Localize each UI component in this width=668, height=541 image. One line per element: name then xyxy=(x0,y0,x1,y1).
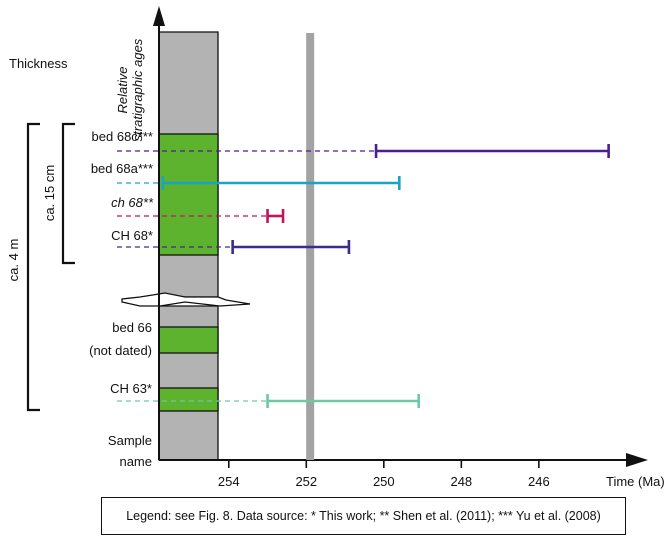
sample-name-header-line2: name xyxy=(119,454,152,469)
sample-name-header-line1: Sample xyxy=(108,433,152,448)
y-axis-arrow xyxy=(153,6,165,26)
x-tick-label-248: 248 xyxy=(450,474,472,489)
undated-label-line1: bed 66 xyxy=(112,320,152,335)
x-tick-label-246: 246 xyxy=(528,474,550,489)
x-ticks: 254 252 250 248 246 xyxy=(218,460,550,489)
sample-label-CH-68: CH 68* xyxy=(111,228,153,243)
sample-label-ch-68: ch 68** xyxy=(111,195,154,210)
legend-box: Legend: see Fig. 8. Data source: * This … xyxy=(101,497,626,535)
relative-ages-label: Relative stratigraphic ages xyxy=(115,38,145,141)
x-tick-label-254: 254 xyxy=(218,474,240,489)
sample-label-bed-68c: bed 68c*** xyxy=(92,129,153,144)
undated-label-line2: (not dated) xyxy=(89,343,152,358)
sample-label-CH-63: CH 63* xyxy=(110,381,152,396)
age-ranges xyxy=(117,144,610,408)
bed-68-green xyxy=(158,133,219,256)
x-axis-arrow xyxy=(626,453,648,467)
section-break xyxy=(121,292,251,307)
x-tick-label-252: 252 xyxy=(295,474,317,489)
sample-label-bed-68a: bed 68a*** xyxy=(91,161,153,176)
bed-66-green xyxy=(158,326,219,354)
thickness-label: Thickness xyxy=(9,56,68,71)
ch-63-green xyxy=(158,387,219,412)
relative-ages-line2: stratigraphic ages xyxy=(130,38,145,141)
scale-bracket-15cm: ca. 15 cm xyxy=(42,122,75,265)
scale-15cm-label: ca. 15 cm xyxy=(42,165,57,221)
scale-bracket-4m: ca. 4 m xyxy=(6,122,40,412)
scale-4m-label: ca. 4 m xyxy=(6,239,21,282)
x-axis-title: Time (Ma) xyxy=(606,474,665,489)
legend-text: Legend: see Fig. 8. Data source: * This … xyxy=(126,509,601,523)
x-tick-label-250: 250 xyxy=(373,474,395,489)
relative-ages-line1: Relative xyxy=(115,67,130,114)
axes: 254 252 250 248 246 Time (Ma) xyxy=(153,6,665,489)
